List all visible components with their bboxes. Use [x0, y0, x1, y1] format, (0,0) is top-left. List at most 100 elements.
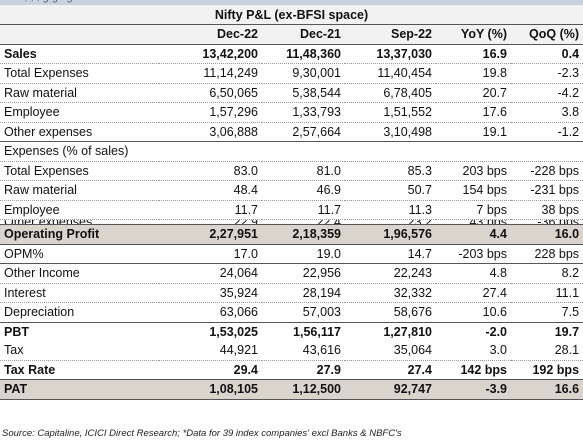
row-value: 13,37,030: [345, 44, 436, 64]
row-value: 22.9: [159, 220, 262, 225]
row-value: 7.5: [511, 302, 583, 323]
row-label: Other expenses: [0, 122, 159, 142]
row-value: 1,51,552: [345, 102, 436, 123]
row-value: -36 bps: [511, 220, 583, 225]
row-value: 23.2: [345, 220, 436, 225]
row-value: 11,48,360: [262, 44, 345, 64]
row-value: 44,921: [159, 341, 262, 361]
row-value: 3.8: [511, 102, 583, 123]
table-row: Expenses (% of sales): [0, 141, 583, 162]
row-value: 14.7: [345, 244, 436, 264]
row-value: 48.4: [159, 180, 262, 201]
row-value: -3.9: [436, 379, 511, 400]
row-label: Tax: [0, 341, 159, 361]
table-row: Sales 13,42,200 11,48,360 13,37,030 16.9 0.4: [0, 44, 583, 64]
row-value: 38 bps: [511, 200, 583, 220]
row-value: -228 bps: [511, 161, 583, 181]
row-value: 16.6: [511, 379, 583, 400]
row-value: 5,38,544: [262, 83, 345, 103]
header-cell: Dec-21: [262, 24, 345, 45]
row-value: 19.0: [262, 244, 345, 264]
row-value: 43 bps: [436, 220, 511, 225]
row-value: 7 bps: [436, 200, 511, 220]
row-value: 28,194: [262, 283, 345, 303]
table-title-row: Nifty P&L (ex-BFSI space): [0, 5, 583, 25]
table-row: PBT 1,53,025 1,56,117 1,27,810 -2.0 19.7: [0, 322, 583, 341]
row-value: 11.1: [511, 283, 583, 303]
row-value: 19.7: [554, 324, 580, 339]
row-value: 1,33,793: [262, 102, 345, 123]
table-row: PAT 1,08,105 1,12,500 92,747 -3.9 16.6: [0, 379, 583, 400]
header-cell: YoY (%): [436, 24, 511, 45]
row-value: -2.3: [511, 63, 583, 84]
row-value: 1,96,576: [345, 224, 436, 245]
row-label: OPM%: [0, 244, 159, 264]
table-row: Tax Rate 29.4 27.9 27.4 142 bps 192 bps: [0, 360, 583, 380]
row-value: 6,78,405: [345, 83, 436, 103]
row-label: Total Expenses: [0, 161, 159, 181]
row-value: 0.4: [511, 44, 583, 64]
row-value: 43,616: [262, 341, 345, 361]
row-label: Raw material: [0, 83, 159, 103]
row-value: 35,924: [159, 283, 262, 303]
row-value: [511, 141, 583, 162]
row-value: 13,42,200: [159, 44, 262, 64]
row-label: Other Income: [0, 263, 159, 284]
row-label: PAT: [0, 379, 159, 400]
header-cell: [0, 24, 159, 45]
row-value: 203 bps: [436, 161, 511, 181]
row-value: 17.6: [436, 102, 511, 123]
row-label: Depreciation: [0, 302, 159, 323]
row-value: 19.8: [436, 63, 511, 84]
row-value: 22,956: [262, 263, 345, 284]
row-value: 9,30,001: [262, 63, 345, 84]
row-value: -203 bps: [436, 244, 511, 264]
table-row: OPM% 17.0 19.0 14.7 -203 bps 228 bps: [0, 244, 583, 264]
row-value: 32,332: [345, 283, 436, 303]
row-value: 17.0: [159, 244, 262, 264]
row-value: 27.4: [436, 283, 511, 303]
table-body: Sales 13,42,200 11,48,360 13,37,030 16.9 0.4 T…: [0, 44, 583, 400]
table-row: Total Expenses 11,14,249 9,30,001 11,40,454…: [0, 63, 583, 84]
row-value: 142 bps: [460, 362, 507, 377]
row-value: 2,18,359: [262, 224, 345, 245]
row-value: 29.4: [233, 362, 258, 377]
table-header-row: Dec-22 Dec-21 Sep-22 YoY (%) QoQ (%): [0, 24, 583, 45]
table-title: Nifty P&L (ex-BFSI space): [0, 5, 583, 25]
row-value: 192 bps: [532, 362, 580, 377]
row-value: 10.6: [436, 302, 511, 323]
row-label: Operating Profit: [0, 224, 159, 245]
row-label: Employee: [0, 102, 159, 123]
row-value: [262, 141, 345, 162]
nifty-pl-table: Nifty P&L (ex-BFSI space) Dec-22 Dec-21 …: [0, 5, 583, 400]
row-value: 11.7: [159, 200, 262, 220]
row-value: 63,066: [159, 302, 262, 323]
row-value: 1,27,810: [383, 324, 432, 339]
row-value: 20.7: [436, 83, 511, 103]
row-value: 3,10,498: [345, 122, 436, 142]
header-cell: QoQ (%): [511, 24, 583, 45]
row-label: Tax Rate: [4, 362, 56, 377]
row-value: 22,243: [345, 263, 436, 284]
row-value: 35,064: [345, 341, 436, 361]
row-value: 19.1: [436, 122, 511, 142]
row-label: Raw material: [0, 180, 159, 201]
row-value: 1,53,025: [209, 324, 258, 339]
row-value: 2,27,951: [159, 224, 262, 245]
row-value: -231 bps: [511, 180, 583, 201]
header-cell: Sep-22: [345, 24, 436, 45]
row-value: [345, 141, 436, 162]
row-value: 27.4: [407, 362, 432, 377]
table-row: Other expenses22.922.423.243 bps-36 bps: [0, 220, 583, 225]
row-value: [436, 141, 511, 162]
row-value: [159, 141, 262, 162]
row-value: -1.2: [511, 122, 583, 142]
row-value: 57,003: [262, 302, 345, 323]
row-value: -2.0: [485, 324, 507, 339]
row-label: Expenses (% of sales): [0, 141, 159, 162]
table-row: Raw material 6,50,065 5,38,544 6,78,405 20.7…: [0, 83, 583, 103]
row-label: Employee: [0, 200, 159, 220]
table-row: Other Income 24,064 22,956 22,243 4.8 8.2: [0, 263, 583, 284]
row-value: 2,57,664: [262, 122, 345, 142]
row-value: 46.9: [262, 180, 345, 201]
